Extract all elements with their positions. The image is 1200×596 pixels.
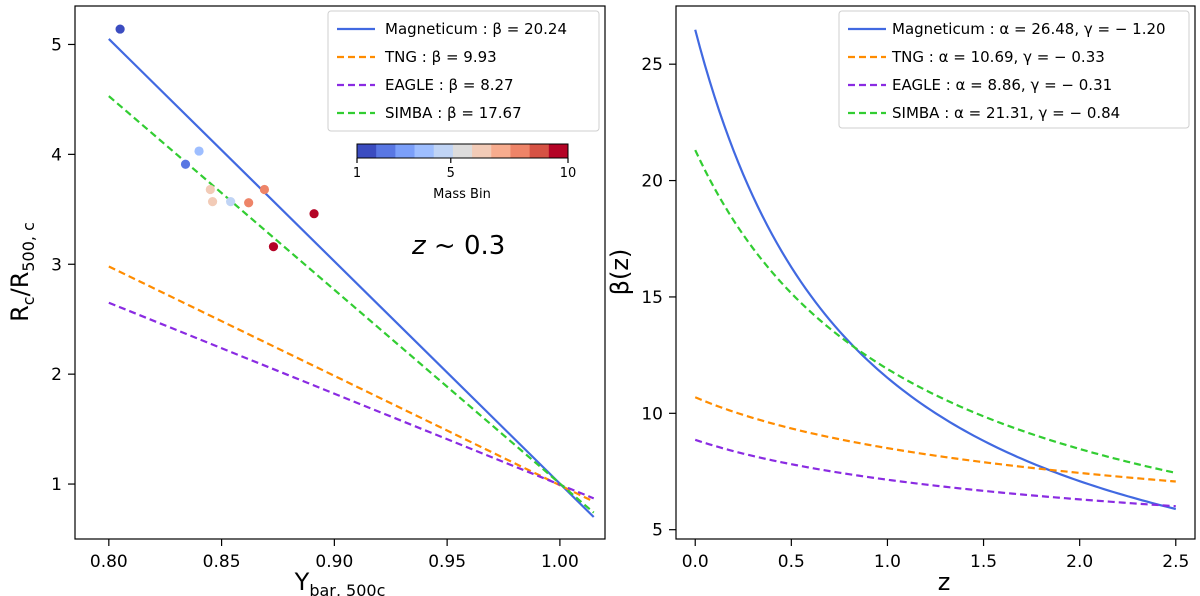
data-point bbox=[207, 197, 218, 207]
legend-label-tng: TNG : α = 10.69, γ = − 0.33 bbox=[891, 48, 1105, 66]
colorbar-cell bbox=[491, 144, 511, 158]
y-tick-label: 2 bbox=[51, 365, 62, 385]
mass-bin-colorbar: 1 5 10 Mass Bin bbox=[353, 143, 577, 202]
series-curve-magneticum bbox=[694, 29, 1177, 511]
colorbar-outline bbox=[356, 143, 569, 159]
legend-label-magneticum: Magneticum : α = 26.48, γ = − 1.20 bbox=[892, 20, 1166, 38]
right-y-ticks: 5 10 15 20 25 bbox=[641, 55, 676, 541]
right-legend: Magneticum : α = 26.48, γ = − 1.20 TNG : … bbox=[838, 10, 1190, 129]
x-tick-label: 0.80 bbox=[90, 552, 128, 572]
x-tick-label: 1.00 bbox=[541, 552, 579, 572]
data-point bbox=[205, 184, 215, 195]
data-point bbox=[194, 146, 204, 156]
data-point bbox=[259, 184, 270, 195]
series-line-eagle bbox=[108, 301, 595, 500]
series-line-magneticum bbox=[108, 38, 595, 518]
x-tick-label: 0.85 bbox=[203, 552, 241, 572]
colorbar-tick-label: 5 bbox=[447, 166, 455, 181]
y-tick-label: 15 bbox=[641, 288, 663, 308]
legend-label-eagle: EAGLE : β = 8.27 bbox=[385, 76, 514, 94]
data-point bbox=[244, 198, 254, 208]
right-series-lines bbox=[694, 29, 1177, 511]
y-tick-label: 5 bbox=[51, 35, 62, 55]
colorbar-cell bbox=[414, 144, 435, 158]
colorbar-label: Mass Bin bbox=[433, 187, 491, 202]
y-tick-label: 4 bbox=[51, 145, 62, 165]
colorbar-tick-label: 10 bbox=[560, 166, 577, 181]
right-panel: 0.0 0.5 1.0 1.5 2.0 2.5 5 10 15 20 25 z β(z) Magn… bbox=[606, 5, 1196, 596]
y-tick-label: 5 bbox=[652, 521, 663, 541]
data-point bbox=[309, 209, 319, 219]
colorbar-cell bbox=[529, 144, 550, 158]
x-tick-label: 0.5 bbox=[778, 552, 805, 572]
left-x-axis-label: Ybar, 500c bbox=[294, 568, 386, 596]
data-point bbox=[268, 242, 279, 252]
left-series-lines bbox=[108, 38, 595, 518]
y-tick-label: 20 bbox=[641, 172, 663, 192]
x-tick-label: 2.0 bbox=[1066, 552, 1093, 572]
series-line-tng bbox=[108, 265, 595, 503]
right-x-ticks: 0.0 0.5 1.0 1.5 2.0 2.5 bbox=[682, 539, 1189, 572]
x-tick-label: 0.90 bbox=[315, 552, 353, 572]
colorbar-cell bbox=[395, 144, 415, 158]
left-scatter-points bbox=[115, 24, 319, 252]
left-y-ticks: 1 2 3 4 5 bbox=[51, 35, 75, 495]
colorbar-tick-label: 1 bbox=[353, 166, 361, 181]
series-curve-tng bbox=[694, 396, 1176, 483]
left-x-ticks: 0.80 0.85 0.90 0.95 1.00 bbox=[90, 539, 579, 572]
legend-label-simba: SIMBA : β = 17.67 bbox=[385, 104, 522, 122]
legend-label-tng: TNG : β = 9.93 bbox=[384, 48, 497, 66]
legend-label-simba: SIMBA : α = 21.31, γ = − 0.84 bbox=[892, 104, 1120, 122]
series-curve-simba bbox=[694, 149, 1177, 474]
right-axes-frame bbox=[675, 5, 1196, 540]
colorbar-cell bbox=[376, 144, 396, 158]
left-legend: Magneticum : β = 20.24 TNG : β = 9.93 EAGL… bbox=[327, 10, 600, 132]
x-tick-label: 0.0 bbox=[682, 552, 709, 572]
left-legend-box bbox=[327, 10, 600, 132]
colorbar-cell bbox=[510, 144, 531, 158]
left-panel: 0.80 0.85 0.90 0.95 1.00 1 2 3 4 5 Ybar, 500c Rc… bbox=[6, 5, 606, 596]
data-point bbox=[226, 197, 236, 207]
legend-label-magneticum: Magneticum : β = 20.24 bbox=[385, 20, 567, 38]
right-legend-box bbox=[838, 10, 1190, 129]
right-y-axis-label: β(z) bbox=[606, 249, 634, 296]
series-line-simba bbox=[108, 95, 595, 514]
right-x-axis-label: z bbox=[938, 568, 951, 596]
x-tick-label: 1.5 bbox=[970, 552, 997, 572]
data-point bbox=[180, 159, 191, 169]
data-point bbox=[115, 24, 125, 34]
y-tick-label: 1 bbox=[51, 475, 62, 495]
series-curve-eagle bbox=[694, 438, 1176, 508]
y-tick-label: 3 bbox=[51, 255, 62, 275]
colorbar-cell bbox=[452, 144, 473, 158]
left-y-axis-label: Rc/R500, c bbox=[6, 222, 38, 322]
x-tick-label: 1.0 bbox=[874, 552, 901, 572]
left-axes-frame bbox=[74, 5, 606, 540]
redshift-annotation: z ~ 0.3 bbox=[411, 231, 505, 261]
x-tick-label: 2.5 bbox=[1162, 552, 1189, 572]
y-tick-label: 25 bbox=[641, 55, 663, 75]
colorbar-cell bbox=[548, 144, 569, 158]
legend-label-eagle: EAGLE : α = 8.86, γ = − 0.31 bbox=[892, 76, 1112, 94]
colorbar-cell bbox=[433, 144, 454, 158]
y-tick-label: 10 bbox=[641, 404, 663, 424]
colorbar-cell bbox=[472, 144, 492, 158]
x-tick-label: 0.95 bbox=[428, 552, 466, 572]
colorbar-cell bbox=[357, 144, 377, 158]
